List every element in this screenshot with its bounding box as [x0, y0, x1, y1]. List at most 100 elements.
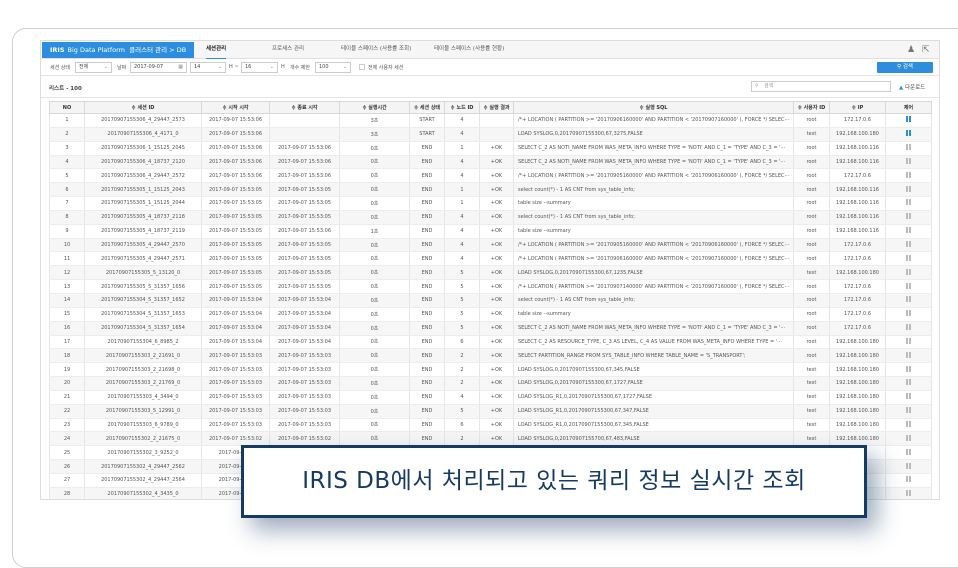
column-header[interactable]: ≑ 실행시간: [339, 101, 410, 114]
search-button[interactable]: ⚲ 검색: [877, 62, 933, 73]
pause-button[interactable]: [885, 127, 932, 142]
breadcrumb-cluster[interactable]: 클러스터 관리: [129, 46, 168, 54]
table-row[interactable]: 20 20170907155303_2_21769_0 2017-09-07 15:…: [49, 376, 932, 391]
tab-tablespace-query[interactable]: 테이블 스페이스 (사용률 조회): [341, 46, 412, 52]
pause-icon[interactable]: [906, 144, 911, 151]
pause-icon[interactable]: [906, 476, 911, 483]
table-row[interactable]: 1 20170907155306_4_29447_2573 2017-09-07 1…: [49, 113, 932, 128]
table-row[interactable]: 13 20170907155305_5_31357_1656 2017-09-07 …: [49, 279, 932, 294]
pause-icon[interactable]: [906, 241, 911, 248]
pause-icon[interactable]: [906, 310, 911, 317]
table-row[interactable]: 11 20170907155305_4_29447_2571 2017-09-07 …: [49, 251, 932, 267]
table-row[interactable]: 2 20170907155306_4_4171_0 2017-09-07 15:53…: [49, 127, 932, 142]
pause-icon[interactable]: [906, 324, 911, 331]
pause-icon[interactable]: [906, 393, 911, 400]
table-row[interactable]: 6 20170907155305_1_15125_2043 2017-09-07 1…: [49, 182, 932, 198]
list-search-input[interactable]: ⚲ 검색: [751, 81, 891, 92]
logout-icon[interactable]: ⇱: [922, 45, 930, 55]
pause-button[interactable]: [885, 251, 932, 267]
column-header[interactable]: ≑ 시작 시각: [201, 101, 270, 114]
pause-button[interactable]: [885, 279, 932, 294]
pause-icon[interactable]: [906, 130, 911, 137]
table-row[interactable]: 4 20170907155306_4_18737_2120 2017-09-07 1…: [49, 155, 932, 170]
pause-button[interactable]: [885, 196, 932, 211]
pause-button[interactable]: [885, 141, 932, 156]
table-row[interactable]: 22 20170907155303_5_12991_0 2017-09-07 15:…: [49, 404, 932, 419]
pause-icon[interactable]: [906, 185, 911, 192]
column-header[interactable]: ≑ 실행 SQL: [513, 101, 794, 114]
hour-to-select[interactable]: 16 ⌄: [241, 62, 278, 73]
download-button[interactable]: ▲ 다운로드: [899, 83, 925, 91]
table-row[interactable]: 9 20170907155305_4_18737_2119 2017-09-07 1…: [49, 224, 932, 239]
session-state-select[interactable]: 전체 ⌄: [75, 62, 112, 73]
pause-icon[interactable]: [906, 296, 911, 303]
pause-icon[interactable]: [906, 199, 911, 206]
column-header[interactable]: ≑ 종료 시각: [269, 101, 340, 114]
tab-tablespace-status[interactable]: 테이블 스페이스 (사용률 현황): [434, 46, 505, 52]
pause-button[interactable]: [885, 321, 932, 336]
pause-icon[interactable]: [906, 407, 911, 414]
pause-icon[interactable]: [906, 420, 911, 427]
table-row[interactable]: 12 20170907155305_5_13120_0 2017-09-07 15:…: [49, 265, 932, 281]
pause-icon[interactable]: [906, 351, 911, 358]
column-header[interactable]: ≑ 사용자 ID: [793, 101, 830, 114]
pause-button[interactable]: [885, 182, 932, 198]
all-users-checkbox[interactable]: [359, 64, 365, 70]
pause-button[interactable]: [885, 404, 932, 419]
calendar-icon[interactable]: ▦: [178, 64, 183, 70]
pause-button[interactable]: [885, 210, 932, 225]
pause-icon[interactable]: [906, 337, 911, 344]
pause-button[interactable]: [885, 113, 932, 128]
pause-button[interactable]: [885, 459, 932, 474]
tab-session[interactable]: 세션관리: [206, 41, 227, 59]
pause-button[interactable]: [885, 224, 932, 239]
table-row[interactable]: 23 20170907155303_6_9789_0 2017-09-07 15:5…: [49, 418, 932, 433]
column-header[interactable]: ≑ 세션 상태: [409, 101, 445, 114]
table-row[interactable]: 17 20170907155304_6_8985_2 2017-09-07 15:5…: [49, 335, 932, 350]
pause-button[interactable]: [885, 376, 932, 391]
date-input[interactable]: 2017-09-07 ▦: [130, 62, 187, 73]
pause-button[interactable]: [885, 155, 932, 170]
pause-icon[interactable]: [906, 171, 911, 178]
table-row[interactable]: 3 20170907155306_1_15125_2045 2017-09-07 1…: [49, 141, 932, 156]
pause-button[interactable]: [885, 390, 932, 405]
table-row[interactable]: 5 20170907155306_4_29447_2572 2017-09-07 1…: [49, 168, 932, 184]
pause-icon[interactable]: [906, 448, 911, 455]
pause-button[interactable]: [885, 487, 932, 499]
pause-icon[interactable]: [906, 268, 911, 275]
pause-button[interactable]: [885, 335, 932, 350]
pause-button[interactable]: [885, 431, 932, 447]
pause-icon[interactable]: [906, 365, 911, 372]
column-header[interactable]: ≑ 노드 ID: [444, 101, 480, 114]
pause-button[interactable]: [885, 238, 932, 253]
pause-button[interactable]: [885, 362, 932, 378]
pause-icon[interactable]: [906, 490, 911, 497]
table-row[interactable]: 21 20170907155303_4_3494_0 2017-09-07 15:5…: [49, 390, 932, 405]
table-row[interactable]: 7 20170907155305_1_15125_2044 2017-09-07 1…: [49, 196, 932, 211]
pause-button[interactable]: [885, 418, 932, 433]
table-row[interactable]: 15 20170907155304_5_31357_1653 2017-09-07 …: [49, 307, 932, 322]
pause-icon[interactable]: [906, 462, 911, 469]
hour-from-select[interactable]: 14 ⌄: [190, 62, 226, 73]
table-row[interactable]: 14 20170907155304_5_31357_1652 2017-09-07 …: [49, 293, 932, 308]
pause-icon[interactable]: [906, 434, 911, 441]
table-row[interactable]: 18 20170907155303_2_21691_0 2017-09-07 15:…: [49, 348, 932, 364]
pause-icon[interactable]: [906, 116, 911, 123]
pause-icon[interactable]: [906, 213, 911, 220]
table-row[interactable]: 24 20170907155302_2_21675_0 2017-09-07 15:…: [49, 431, 932, 447]
user-icon[interactable]: ♟: [907, 45, 916, 55]
table-row[interactable]: 16 20170907155304_5_31357_1654 2017-09-07 …: [49, 321, 932, 336]
column-header[interactable]: ≑ 실행 결과: [479, 101, 514, 114]
column-header[interactable]: ≑ 세션 ID: [84, 101, 202, 114]
pause-button[interactable]: [885, 473, 932, 488]
pause-icon[interactable]: [906, 227, 911, 234]
pause-button[interactable]: [885, 445, 932, 461]
table-row[interactable]: 10 20170907155305_4_29447_2570 2017-09-07 …: [49, 238, 932, 253]
pause-icon[interactable]: [906, 379, 911, 386]
tab-process[interactable]: 프로세스 관리: [272, 46, 305, 52]
pause-icon[interactable]: [906, 282, 911, 289]
table-row[interactable]: 19 20170907155303_2_21698_0 2017-09-07 15:…: [49, 362, 932, 378]
table-row[interactable]: 8 20170907155305_4_18737_2118 2017-09-07 1…: [49, 210, 932, 225]
pause-icon[interactable]: [906, 254, 911, 261]
pause-button[interactable]: [885, 307, 932, 322]
